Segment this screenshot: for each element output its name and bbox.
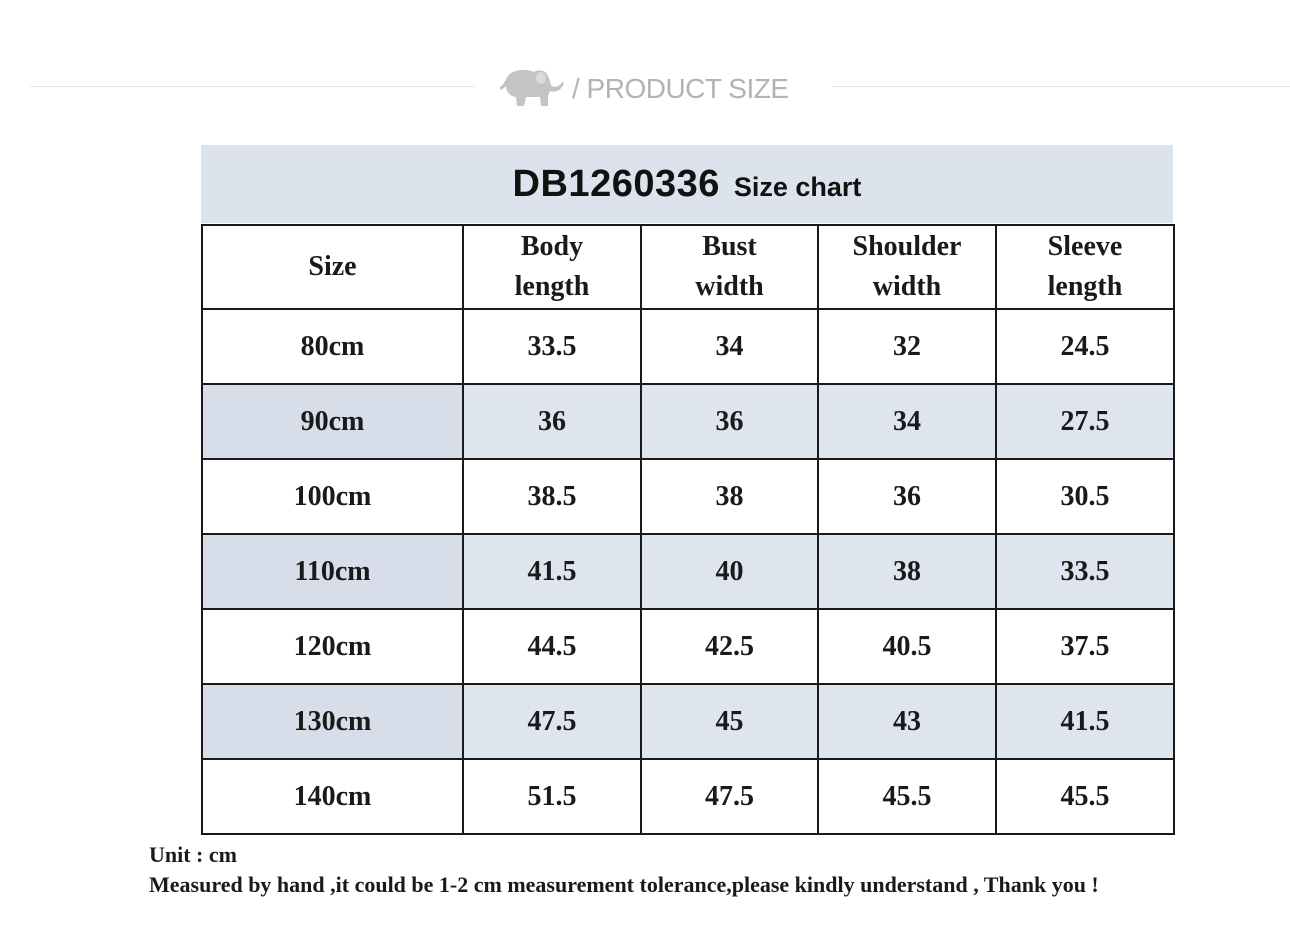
cell-body-length: 33.5 <box>462 308 642 385</box>
chart-title-banner: DB1260336 Size chart <box>201 145 1173 223</box>
cell-body-length: 36 <box>462 383 642 460</box>
cell-sleeve-length: 37.5 <box>995 608 1175 685</box>
header-divider-left <box>30 86 475 87</box>
cell-shoulder-width: 34 <box>817 383 997 460</box>
header-divider-right <box>832 86 1290 87</box>
cell-size: 120cm <box>201 608 464 685</box>
header-bust-width: Bust width <box>640 224 819 310</box>
cell-size: 140cm <box>201 758 464 835</box>
product-code: DB1260336 <box>512 162 720 205</box>
table-row: 110cm 41.5 40 38 33.5 <box>201 533 1175 610</box>
cell-body-length: 44.5 <box>462 608 642 685</box>
cell-size: 110cm <box>201 533 464 610</box>
elephant-icon <box>500 69 564 106</box>
header-body-length: Body length <box>462 224 642 310</box>
cell-size: 80cm <box>201 308 464 385</box>
section-header: / PRODUCT SIZE <box>494 66 789 112</box>
table-header-row: Size Body length Bust width Shoulder width … <box>201 224 1175 310</box>
cell-shoulder-width: 36 <box>817 458 997 535</box>
cell-bust-width: 40 <box>640 533 819 610</box>
cell-shoulder-width: 40.5 <box>817 608 997 685</box>
chart-subtitle: Size chart <box>733 171 862 202</box>
table-row: 100cm 38.5 38 36 30.5 <box>201 458 1175 535</box>
cell-sleeve-length: 27.5 <box>995 383 1175 460</box>
cell-shoulder-width: 45.5 <box>817 758 997 835</box>
cell-bust-width: 47.5 <box>640 758 819 835</box>
cell-body-length: 47.5 <box>462 683 642 760</box>
cell-bust-width: 38 <box>640 458 819 535</box>
cell-sleeve-length: 33.5 <box>995 533 1175 610</box>
size-table: Size Body length Bust width Shoulder width … <box>201 224 1175 835</box>
cell-size: 90cm <box>201 383 464 460</box>
cell-body-length: 41.5 <box>462 533 642 610</box>
cell-shoulder-width: 32 <box>817 308 997 385</box>
cell-body-length: 38.5 <box>462 458 642 535</box>
cell-bust-width: 34 <box>640 308 819 385</box>
cell-sleeve-length: 41.5 <box>995 683 1175 760</box>
cell-bust-width: 36 <box>640 383 819 460</box>
table-row: 120cm 44.5 42.5 40.5 37.5 <box>201 608 1175 685</box>
cell-size: 100cm <box>201 458 464 535</box>
tolerance-note: Measured by hand ,it could be 1-2 cm mea… <box>149 872 1099 897</box>
header-shoulder-width: Shoulder width <box>817 224 997 310</box>
section-title: / PRODUCT SIZE <box>572 73 789 104</box>
table-row: 90cm 36 36 34 27.5 <box>201 383 1175 460</box>
cell-shoulder-width: 38 <box>817 533 997 610</box>
header-sleeve-length: Sleeve length <box>995 224 1175 310</box>
cell-bust-width: 45 <box>640 683 819 760</box>
cell-body-length: 51.5 <box>462 758 642 835</box>
table-row: 140cm 51.5 47.5 45.5 45.5 <box>201 758 1175 835</box>
cell-bust-width: 42.5 <box>640 608 819 685</box>
unit-note: Unit : cm <box>149 842 237 867</box>
cell-sleeve-length: 30.5 <box>995 458 1175 535</box>
header-size: Size <box>201 224 464 310</box>
table-row: 80cm 33.5 34 32 24.5 <box>201 308 1175 385</box>
cell-sleeve-length: 45.5 <box>995 758 1175 835</box>
table-row: 130cm 47.5 45 43 41.5 <box>201 683 1175 760</box>
cell-shoulder-width: 43 <box>817 683 997 760</box>
cell-sleeve-length: 24.5 <box>995 308 1175 385</box>
cell-size: 130cm <box>201 683 464 760</box>
